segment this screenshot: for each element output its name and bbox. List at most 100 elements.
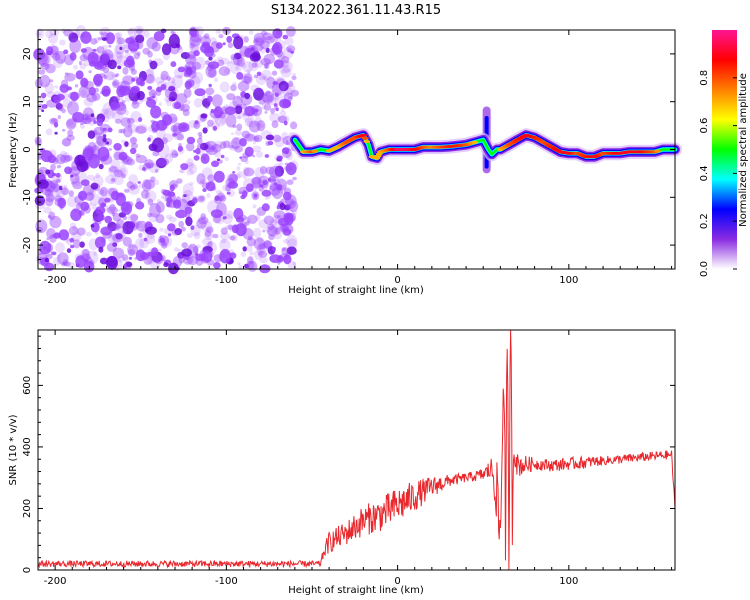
noise-blob	[69, 168, 74, 174]
noise-blob	[61, 187, 70, 196]
noise-blob	[72, 181, 83, 190]
noise-blob	[162, 114, 173, 126]
noise-blob	[40, 62, 50, 70]
noise-blob	[67, 100, 79, 116]
noise-blob	[270, 219, 283, 230]
noise-blob	[160, 70, 169, 81]
noise-blob	[49, 234, 57, 243]
noise-blob	[161, 123, 166, 128]
noise-blob	[185, 66, 193, 76]
noise-blob	[113, 176, 124, 186]
noise-blob	[75, 255, 86, 268]
noise-blob	[110, 190, 120, 201]
noise-blob	[113, 151, 123, 161]
noise-blob	[269, 171, 281, 181]
noise-blob	[251, 177, 262, 185]
noise-blob	[80, 201, 90, 211]
noise-blob	[242, 217, 251, 224]
noise-blob	[79, 63, 87, 70]
noise-blob	[195, 147, 201, 155]
noise-blob	[54, 85, 59, 89]
noise-blob	[143, 30, 150, 38]
noise-blob	[215, 42, 223, 49]
noise-blob	[279, 110, 287, 116]
noise-blob	[88, 60, 97, 67]
noise-blob	[111, 177, 115, 182]
noise-blob	[234, 105, 243, 115]
noise-blob	[252, 140, 257, 145]
spectrogram-ytick-label: 20	[22, 48, 33, 61]
noise-blob	[171, 150, 179, 158]
noise-blob	[154, 179, 160, 186]
noise-blob	[168, 86, 176, 92]
noise-blob	[196, 244, 201, 249]
noise-blob	[57, 252, 69, 265]
noise-blob	[130, 136, 137, 145]
noise-blob	[92, 174, 104, 188]
noise-blob	[194, 56, 206, 70]
noise-blob	[119, 194, 125, 201]
noise-blob	[124, 52, 132, 60]
noise-blob	[264, 36, 275, 44]
noise-blob	[238, 265, 243, 269]
noise-blob	[70, 208, 82, 222]
noise-blob	[197, 195, 205, 202]
noise-blob	[275, 107, 279, 112]
noise-blob	[231, 224, 239, 234]
noise-blob	[44, 257, 50, 263]
noise-blob	[115, 103, 121, 109]
noise-blob	[192, 246, 199, 254]
noise-blob	[266, 93, 277, 106]
noise-blob	[212, 125, 218, 131]
noise-blob	[170, 81, 176, 88]
noise-blob	[90, 113, 95, 118]
noise-blob	[251, 62, 258, 68]
noise-blob	[281, 108, 285, 112]
noise-blob	[211, 143, 222, 153]
noise-blob	[154, 76, 165, 84]
noise-blob	[112, 242, 118, 247]
noise-blob	[131, 77, 136, 82]
noise-blob	[176, 178, 183, 184]
noise-blob	[236, 227, 246, 236]
noise-blob	[285, 194, 297, 209]
noise-blob	[196, 137, 203, 145]
noise-blob	[118, 85, 131, 96]
noise-blob	[52, 187, 61, 197]
noise-blob	[214, 112, 227, 127]
noise-blob	[247, 235, 253, 241]
noise-blob	[225, 114, 237, 128]
noise-blob	[76, 227, 86, 236]
noise-blob	[92, 117, 97, 121]
noise-blob	[189, 181, 194, 186]
noise-blob	[139, 237, 149, 249]
noise-blob	[273, 35, 282, 43]
noise-blob	[95, 79, 102, 88]
noise-blob	[214, 151, 222, 158]
noise-blob	[49, 233, 56, 238]
noise-blob	[155, 201, 165, 213]
noise-blob	[220, 154, 225, 159]
noise-blob	[136, 51, 141, 56]
noise-blob	[253, 32, 266, 44]
noise-blob	[160, 111, 169, 119]
snr-series-line	[37, 329, 676, 571]
noise-blob	[155, 88, 162, 97]
noise-blob	[117, 37, 125, 45]
noise-blob	[258, 243, 266, 250]
noise-blob	[187, 233, 193, 238]
noise-blob	[214, 195, 220, 202]
noise-blob	[269, 182, 280, 191]
noise-blob	[242, 246, 247, 252]
noise-blob	[101, 88, 110, 96]
noise-blob	[168, 86, 179, 99]
noise-blob	[126, 181, 134, 189]
noise-blob	[196, 26, 204, 36]
noise-blob	[134, 220, 143, 229]
noise-blob	[147, 85, 153, 90]
noise-blob	[190, 225, 195, 230]
noise-blob	[213, 262, 221, 269]
noise-blob	[49, 50, 59, 58]
noise-blob	[141, 223, 151, 235]
noise-blob	[186, 169, 194, 176]
